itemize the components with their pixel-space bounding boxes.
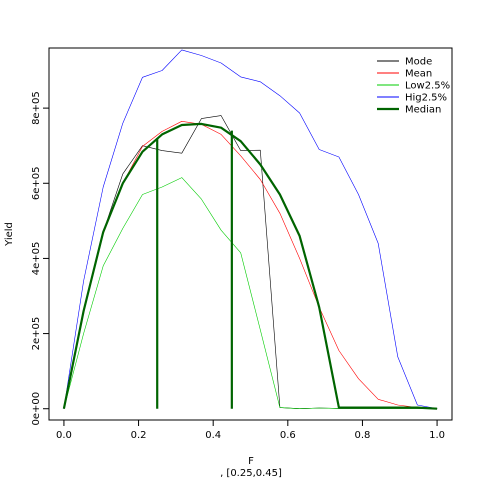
x-tick-label: 0.4 (205, 430, 221, 441)
x-axis-subtitle: , [0.25,0.45] (220, 468, 282, 479)
legend-entry: Hig2.5% (405, 93, 447, 104)
x-tick-label: 0.8 (354, 430, 370, 441)
series-line-median (62, 122, 438, 410)
y-tick-label: 4e+05 (31, 242, 42, 276)
x-axis: 0.0 0.2 0.4 0.6 0.8 1.0 (56, 420, 445, 441)
y-axis-label: Yield (4, 222, 15, 247)
legend-entry: Mode (405, 57, 432, 68)
vline-layer (156, 130, 233, 409)
series-line-mode (63, 115, 438, 410)
x-tick-label: 0.6 (280, 430, 296, 441)
series-line-mean (63, 121, 438, 409)
y-tick-label: 0e+00 (31, 392, 42, 426)
x-tick-label: 0.0 (56, 430, 72, 441)
legend-entry: Low2.5% (405, 81, 450, 92)
y-axis: 0e+00 2e+05 4e+05 6e+05 8e+05 (31, 91, 49, 426)
series-line-hig2-5- (63, 49, 438, 409)
x-axis-label: F (248, 456, 254, 467)
series-line-low2-5- (63, 177, 438, 410)
x-tick-label: 0.2 (131, 430, 147, 441)
plot-box (48, 47, 453, 421)
legend-entry: Median (405, 105, 441, 116)
legend-entry: Mean (405, 69, 432, 80)
series-layer (62, 49, 438, 410)
y-tick-label: 2e+05 (31, 317, 42, 351)
x-tick-label: 1.0 (429, 430, 445, 441)
y-tick-label: 8e+05 (31, 91, 42, 125)
y-tick-label: 6e+05 (31, 166, 42, 200)
